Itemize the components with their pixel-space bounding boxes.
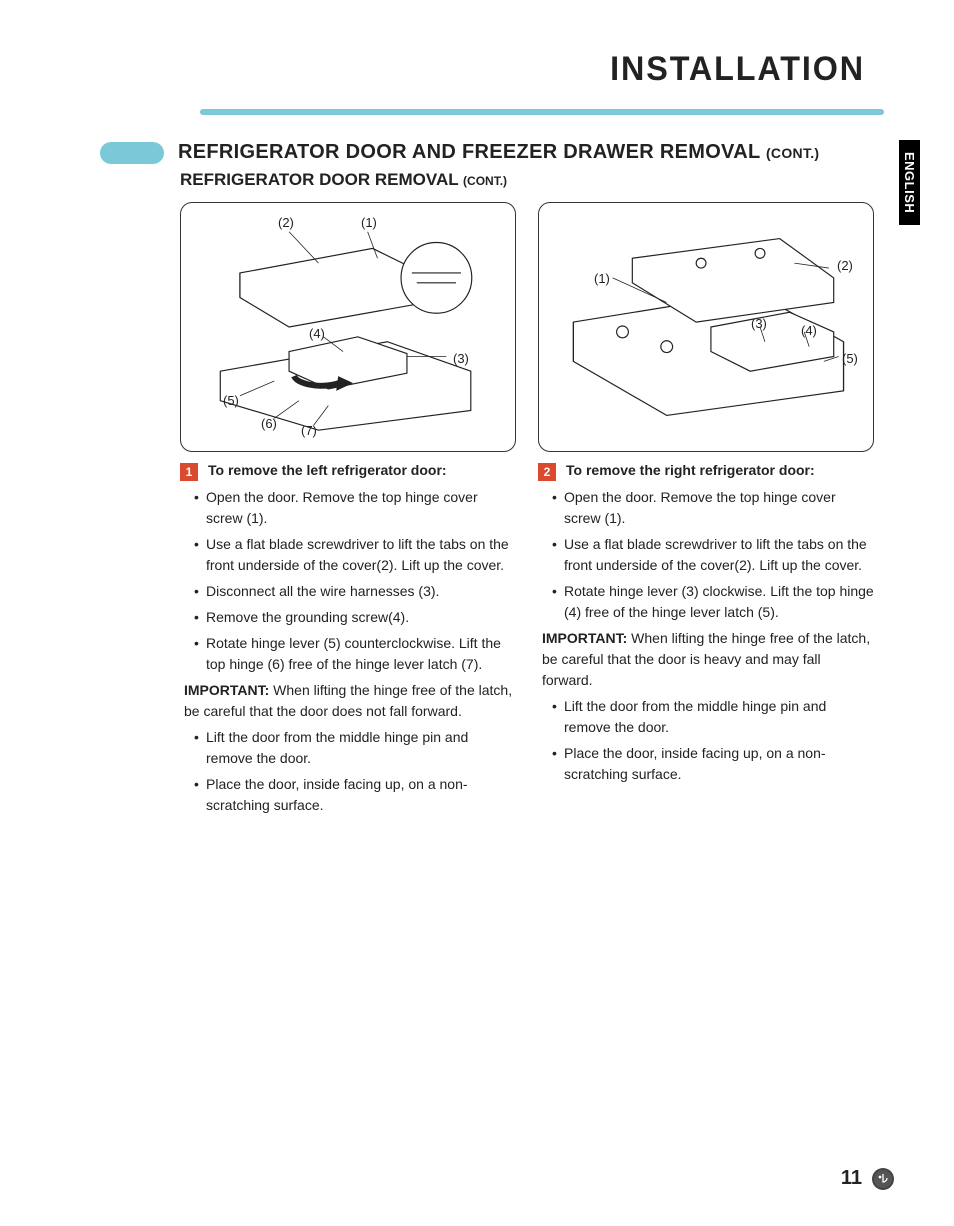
- right-hinge-diagram: (1) (2) (3) (4) (5): [538, 202, 874, 452]
- important-label: IMPORTANT:: [542, 630, 627, 646]
- step-1-bullet: Rotate hinge lever (5) counterclockwise.…: [194, 633, 516, 675]
- left-hinge-diagram: (1) (2) (3) (4) (5) (6) (7): [180, 202, 516, 452]
- step-2-bullet: Place the door, inside facing up, on a n…: [552, 743, 874, 785]
- section-title-cont: (CONT.): [766, 145, 819, 161]
- important-label: IMPORTANT:: [184, 682, 269, 698]
- step-1-bullet: Remove the grounding screw(4).: [194, 607, 516, 628]
- page-number: 11: [841, 1167, 862, 1190]
- right-label-1: (1): [594, 271, 610, 286]
- step-1-bullet: Disconnect all the wire harnesses (3).: [194, 581, 516, 602]
- header-rule: [80, 107, 884, 119]
- step-1-bullet: Open the door. Remove the top hinge cove…: [194, 487, 516, 529]
- left-label-3: (3): [453, 351, 469, 366]
- left-label-2: (2): [278, 215, 294, 230]
- sub-title: REFRIGERATOR DOOR REMOVAL (CONT.): [180, 170, 884, 190]
- step-2-body: Open the door. Remove the top hinge cove…: [542, 487, 874, 785]
- step-2-bullet: Lift the door from the middle hinge pin …: [552, 696, 874, 738]
- page-header: INSTALLATION: [101, 50, 884, 89]
- left-label-7: (7): [301, 423, 317, 438]
- step-badge-2: 2: [538, 463, 556, 481]
- left-label-4: (4): [309, 326, 325, 341]
- step-2-bullet: Use a flat blade screwdriver to lift the…: [552, 534, 874, 576]
- right-label-2: (2): [837, 258, 853, 273]
- right-label-4: (4): [801, 323, 817, 338]
- step-1-bullet: Place the door, inside facing up, on a n…: [194, 774, 516, 816]
- right-diagram-svg: [539, 203, 873, 451]
- section-title: REFRIGERATOR DOOR AND FREEZER DRAWER REM…: [178, 141, 819, 164]
- brand-logo-icon: [872, 1168, 894, 1190]
- left-label-5: (5): [223, 393, 239, 408]
- left-label-1: (1): [361, 215, 377, 230]
- step-1-bullet: Use a flat blade screwdriver to lift the…: [194, 534, 516, 576]
- section-title-main: REFRIGERATOR DOOR AND FREEZER DRAWER REM…: [178, 141, 760, 163]
- step-1-title: To remove the left refrigerator door:: [208, 462, 447, 478]
- step-2-bullet: Open the door. Remove the top hinge cove…: [552, 487, 874, 529]
- step-1-body: Open the door. Remove the top hinge cove…: [184, 487, 516, 816]
- step-badge-1: 1: [180, 463, 198, 481]
- language-tab: ENGLISH: [899, 140, 920, 225]
- left-diagram-svg: [181, 203, 515, 451]
- left-label-6: (6): [261, 416, 277, 431]
- page-footer: 11: [841, 1167, 894, 1190]
- sub-title-main: REFRIGERATOR DOOR REMOVAL: [180, 170, 458, 189]
- section-pill: [100, 142, 164, 164]
- step-2-title: To remove the right refrigerator door:: [566, 462, 815, 478]
- right-label-5: (5): [842, 351, 858, 366]
- step-1-bullet: Lift the door from the middle hinge pin …: [194, 727, 516, 769]
- right-label-3: (3): [751, 316, 767, 331]
- step-2-bullet: Rotate hinge lever (3) clockwise. Lift t…: [552, 581, 874, 623]
- sub-title-cont: (CONT.): [463, 174, 507, 188]
